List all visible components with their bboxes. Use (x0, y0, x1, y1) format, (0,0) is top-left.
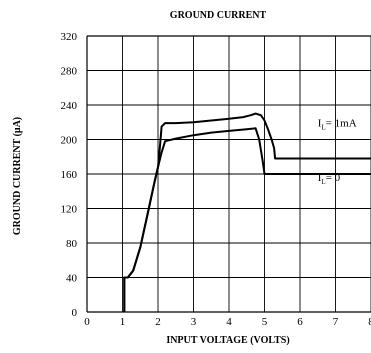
series-label-2: IL= 0 (318, 172, 341, 186)
y-tick-label: 320 (61, 31, 78, 43)
y-tick-label: 200 (61, 135, 78, 147)
y-axis-label: GROUND CURRENT (μA) (12, 117, 23, 235)
y-tick-label: 280 (61, 66, 78, 78)
y-tick-label: 160 (61, 169, 78, 181)
y-tick-label: 120 (61, 204, 78, 216)
tick-labels: 0 40 80 120 160 200 240 280 320 0 1 2 3 4 5 6 7 8 (61, 31, 371, 328)
y-tick-label: 40 (66, 273, 78, 285)
series-label-1: IL= 1mA (318, 118, 357, 132)
x-tick-label: 1 (120, 316, 126, 328)
data-series (123, 112, 371, 312)
y-tick-label: 0 (72, 307, 78, 319)
series-line-1 (123, 112, 371, 312)
x-tick-label: 6 (297, 316, 303, 328)
x-tick-label: 8 (368, 316, 371, 328)
y-tick-label: 240 (61, 100, 78, 112)
x-tick-label: 5 (262, 316, 268, 328)
y-tick-label: 80 (66, 238, 78, 250)
chart-title: GROUND CURRENT (170, 10, 267, 21)
x-tick-label: 7 (333, 316, 339, 328)
series-line-2 (123, 127, 371, 312)
series-labels: IL= 1mA IL= 0 (318, 118, 357, 186)
x-tick-label: 2 (155, 316, 161, 328)
x-tick-label: 0 (84, 316, 90, 328)
x-axis-label: INPUT VOLTAGE (VOLTS) (166, 335, 289, 346)
x-tick-label: 4 (226, 316, 232, 328)
x-tick-label: 3 (191, 316, 197, 328)
